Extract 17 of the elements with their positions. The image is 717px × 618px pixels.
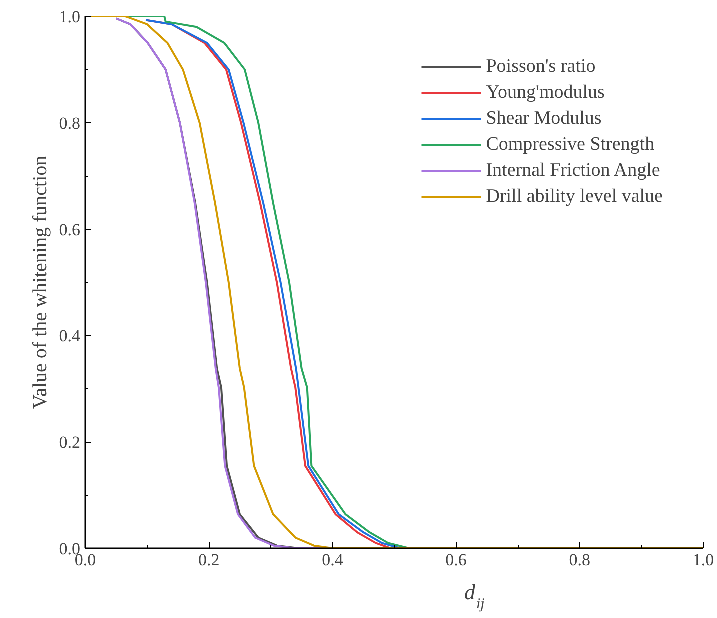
legend-label: Drill ability level value: [486, 186, 663, 208]
y-tick-label: 0.8: [59, 114, 80, 133]
legend-label: Internal Friction Angle: [486, 160, 660, 182]
legend-label: Young'modulus: [486, 82, 605, 104]
y-tick-label: 0.2: [59, 433, 80, 452]
x-tick-label: 1.0: [692, 550, 714, 570]
legend-label: Shear Modulus: [486, 108, 602, 130]
legend-label: Compressive Strength: [486, 134, 655, 156]
x-tick-label: 0.2: [198, 550, 220, 570]
y-tick-label: 0.4: [59, 326, 81, 346]
y-tick-label: 1.0: [59, 8, 80, 26]
y-axis-title: Value of the whitening function: [29, 156, 52, 410]
x-tick-label: 0.8: [569, 550, 591, 570]
x-tick-label: 0.6: [446, 550, 467, 570]
x-tick-label: 0.4: [322, 550, 344, 570]
legend-label: Poisson's ratio: [486, 56, 596, 78]
y-tick-label: 0.6: [59, 220, 80, 240]
